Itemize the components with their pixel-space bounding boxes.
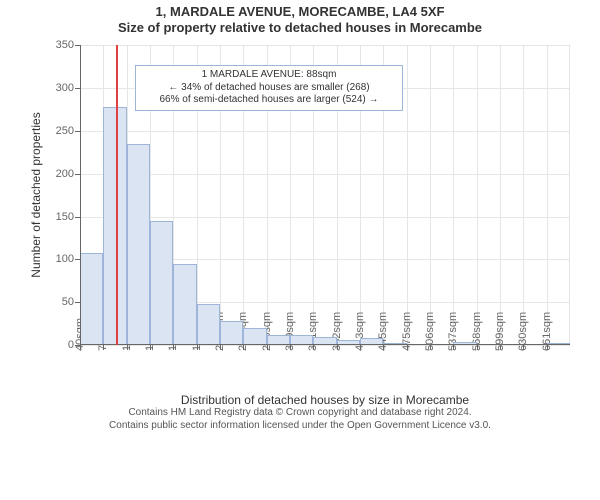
histogram-bar (127, 144, 150, 345)
ytick-label: 300 (56, 82, 80, 94)
xtick-label: 475sqm (401, 312, 413, 351)
gridline-h (80, 131, 570, 132)
xtick-label: 351sqm (307, 312, 319, 351)
ytick-label: 50 (62, 296, 80, 308)
histogram-bar (220, 321, 243, 345)
page-title-line-2: Size of property relative to detached ho… (0, 20, 600, 36)
info-box-line: 1 MARDALE AVENUE: 88sqm (142, 69, 396, 82)
histogram-bar (150, 221, 173, 345)
xtick-label: 382sqm (331, 312, 343, 351)
ytick-label: 350 (56, 39, 80, 51)
gridline-h (80, 174, 570, 175)
xtick-label: 445sqm (377, 312, 389, 351)
gridline-h (80, 217, 570, 218)
footer-line-2: Contains public sector information licen… (0, 420, 600, 433)
page-title-line-1: 1, MARDALE AVENUE, MORECAMBE, LA4 5XF (0, 0, 600, 20)
gridline-v (523, 45, 524, 345)
property-marker-line (116, 45, 118, 345)
ytick-label: 200 (56, 168, 80, 180)
property-info-box: 1 MARDALE AVENUE: 88sqm← 34% of detached… (135, 65, 403, 111)
gridline-v (569, 45, 570, 345)
xtick-label: 568sqm (471, 312, 483, 351)
histogram-bar (80, 253, 103, 346)
xtick-label: 319sqm (284, 312, 296, 351)
x-axis-line (80, 344, 570, 345)
y-axis-line (80, 45, 81, 345)
histogram-bar (103, 107, 126, 345)
info-box-line: ← 34% of detached houses are smaller (26… (142, 82, 396, 95)
info-box-line: 66% of semi-detached houses are larger (… (142, 94, 396, 107)
y-axis-label: Number of detached properties (29, 112, 43, 277)
footer-line-1: Contains HM Land Registry data © Crown c… (0, 407, 600, 420)
plot-area: 05010015020025030035040sqm71sqm102sqm133… (80, 45, 570, 345)
ytick-label: 100 (56, 253, 80, 265)
ytick-label: 250 (56, 125, 80, 137)
x-axis-label: Distribution of detached houses by size … (181, 393, 469, 407)
ytick-label: 150 (56, 211, 80, 223)
histogram-bar (173, 264, 196, 345)
gridline-v (430, 45, 431, 345)
gridline-v (453, 45, 454, 345)
gridline-h (80, 45, 570, 46)
xtick-label: 661sqm (541, 312, 553, 351)
gridline-v (477, 45, 478, 345)
gridline-v (407, 45, 408, 345)
xtick-label: 630sqm (517, 312, 529, 351)
gridline-v (547, 45, 548, 345)
gridline-v (500, 45, 501, 345)
xtick-label: 413sqm (354, 312, 366, 351)
histogram-bar (197, 304, 220, 345)
xtick-label: 506sqm (424, 312, 436, 351)
xtick-label: 537sqm (447, 312, 459, 351)
histogram-chart: 05010015020025030035040sqm71sqm102sqm133… (20, 35, 580, 405)
histogram-bar (243, 328, 266, 345)
xtick-label: 599sqm (494, 312, 506, 351)
